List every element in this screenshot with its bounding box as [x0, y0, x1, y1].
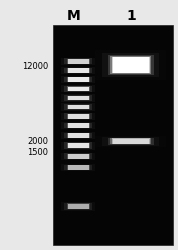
Bar: [67, 203, 90, 209]
Text: M: M: [67, 9, 81, 23]
Bar: [67, 154, 90, 159]
Bar: [61, 58, 95, 65]
Bar: [67, 59, 90, 64]
Bar: [68, 133, 89, 138]
Bar: [68, 165, 89, 170]
Bar: [64, 68, 92, 73]
Bar: [110, 56, 151, 74]
Bar: [67, 68, 90, 73]
Bar: [108, 138, 154, 145]
Bar: [68, 204, 89, 209]
Bar: [68, 68, 89, 73]
Bar: [68, 77, 89, 82]
Bar: [68, 96, 89, 100]
Bar: [64, 132, 92, 138]
Bar: [61, 67, 95, 74]
Bar: [110, 138, 151, 144]
Bar: [61, 164, 95, 171]
Bar: [68, 154, 89, 158]
Bar: [61, 122, 95, 129]
Bar: [53, 25, 173, 245]
Text: 1: 1: [126, 9, 136, 23]
Text: 12000: 12000: [22, 62, 48, 71]
Bar: [64, 58, 92, 64]
Bar: [95, 50, 166, 80]
Bar: [68, 143, 89, 148]
Bar: [61, 132, 95, 139]
Bar: [95, 136, 166, 147]
Bar: [64, 95, 92, 101]
Bar: [68, 123, 89, 128]
Bar: [68, 114, 89, 118]
Bar: [102, 53, 159, 77]
Text: 1500: 1500: [27, 148, 48, 157]
Bar: [61, 104, 95, 110]
Bar: [108, 55, 154, 75]
Bar: [68, 86, 89, 91]
Bar: [64, 113, 92, 119]
Bar: [64, 164, 92, 170]
Bar: [68, 105, 89, 109]
Bar: [67, 165, 90, 170]
Bar: [61, 85, 95, 92]
Bar: [64, 76, 92, 82]
Bar: [113, 58, 149, 72]
Bar: [67, 86, 90, 91]
Bar: [67, 114, 90, 119]
Bar: [113, 138, 149, 144]
Bar: [64, 86, 92, 92]
Bar: [64, 122, 92, 128]
Bar: [61, 76, 95, 83]
Bar: [67, 77, 90, 82]
Bar: [64, 142, 92, 149]
Bar: [102, 137, 159, 146]
Bar: [61, 113, 95, 120]
Bar: [112, 57, 150, 73]
Bar: [61, 202, 95, 211]
Bar: [67, 133, 90, 138]
Bar: [64, 203, 92, 210]
Bar: [67, 104, 90, 110]
Bar: [61, 142, 95, 150]
Bar: [112, 138, 150, 144]
Text: 2000: 2000: [27, 137, 48, 146]
Bar: [64, 104, 92, 110]
Bar: [61, 153, 95, 160]
Bar: [64, 153, 92, 159]
Bar: [68, 59, 89, 64]
Bar: [61, 94, 95, 102]
Bar: [67, 123, 90, 128]
Bar: [67, 143, 90, 148]
Bar: [67, 96, 90, 100]
